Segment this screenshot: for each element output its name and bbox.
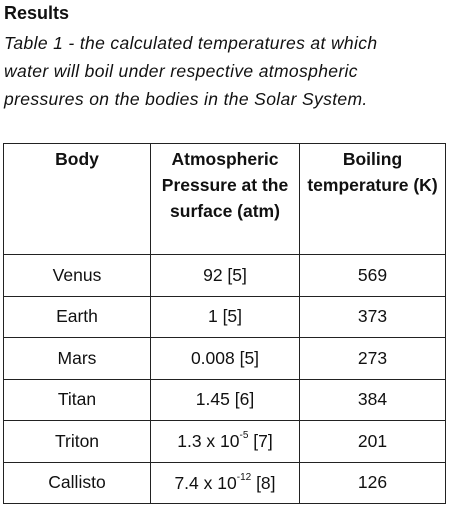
table-cell: 1 [5] (150, 295, 300, 338)
table-cell: 92 [5] (150, 254, 300, 297)
heading: Results (4, 3, 70, 23)
table-cell: Earth (3, 295, 151, 338)
caption: Table 1 - the calculated temperatures at… (4, 29, 377, 113)
table-cell: Venus (3, 254, 151, 297)
table-cell: 1.45 [6] (150, 378, 300, 421)
table-row: Venus 92 [5] 569 (3, 254, 446, 297)
results-table: Body Atmospheric Pressure at the surface … (3, 143, 446, 504)
reference: [7] (253, 431, 273, 452)
table-body: Venus 92 [5] 569 Earth 1 [5] 373 Mars 0.008 [5]… (3, 254, 446, 504)
table-cell: 7.4 x 10-12 [8] (150, 461, 300, 504)
caption-line: pressures on the bodies in the Solar Sys… (4, 89, 368, 109)
table-cell: 384 (299, 378, 446, 421)
table-cell: 201 (299, 420, 446, 463)
table-cell: Triton (3, 420, 151, 463)
table-row: Titan 1.45 [6] 384 (3, 378, 446, 421)
reference: [8] (256, 472, 276, 493)
table-row: Triton 1.3 x 10-5 [7] 201 (3, 420, 446, 463)
exponent: -5 (239, 430, 249, 442)
table-cell: 0.008 [5] (150, 337, 300, 380)
table-cell: 373 (299, 295, 446, 338)
header-row: Body Atmospheric Pressure at the surface … (3, 143, 446, 255)
value-base: 1.3 x 10 (177, 431, 240, 452)
table-cell: 569 (299, 254, 446, 297)
caption-line: Table 1 - the calculated temperatures at… (4, 33, 378, 53)
table-cell: 1.3 x 10-5 [7] (150, 420, 300, 463)
column-header: Body (3, 143, 151, 255)
table-cell: 273 (299, 337, 446, 380)
exponent: -12 (236, 471, 252, 483)
table-row: Mars 0.008 [5] 273 (3, 337, 446, 380)
table-cell: Callisto (3, 461, 151, 504)
table-cell: Mars (3, 337, 151, 380)
column-header: Boiling temperature (K) (299, 143, 446, 255)
table-row: Callisto 7.4 x 10-12 [8] 126 (3, 461, 446, 504)
column-header: Atmospheric Pressure at the surface (atm… (150, 143, 300, 255)
value-base: 7.4 x 10 (174, 472, 237, 493)
table-cell: Titan (3, 378, 151, 421)
table-cell: 126 (299, 461, 446, 504)
caption-line: water will boil under respective atmosph… (4, 61, 358, 81)
table-row: Earth 1 [5] 373 (3, 295, 446, 338)
